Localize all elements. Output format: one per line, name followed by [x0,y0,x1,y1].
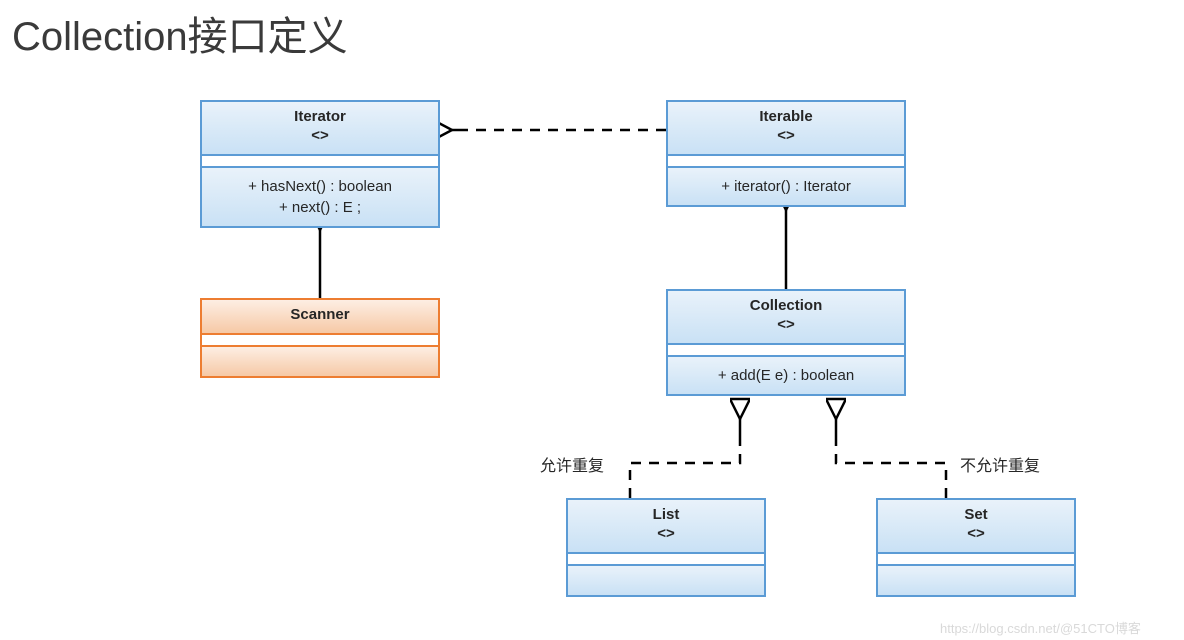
method: + hasNext() : boolean [206,176,434,197]
watermark-text: https://blog.csdn.net/@51CTO博客 [940,618,1141,637]
uml-set-header: Set <> [878,500,1074,552]
uml-list-separator [568,552,764,566]
uml-iterable-body: + iterator() : Iterator [668,168,904,205]
uml-iterator: Iterator <> + hasNext() : boolean+ next()… [200,100,440,228]
uml-collection-separator [668,343,904,357]
uml-set: Set <> [876,498,1076,597]
class-name: Set [964,506,987,523]
stereotype: <> [311,127,329,144]
class-name: Iterator [294,108,346,125]
page-title: Collection接口定义 [12,4,348,62]
class-name: List [653,506,680,523]
uml-iterator-body: + hasNext() : boolean+ next() : E ; [202,168,438,226]
stereotype: <> [777,316,795,333]
uml-scanner-body [202,347,438,376]
class-name: Scanner [290,306,349,323]
uml-list: List <> [566,498,766,597]
uml-collection-header: Collection <> [668,291,904,343]
class-name: Iterable [759,108,812,125]
uml-list-header: List <> [568,500,764,552]
uml-collection-body: + add(E e) : boolean [668,357,904,394]
uml-scanner: Scanner [200,298,440,378]
uml-list-body [568,566,764,595]
stereotype: <> [657,525,675,542]
edge-label-1: 不允许重复 [960,452,1040,476]
uml-scanner-separator [202,333,438,347]
edge-list-to-collection [630,439,740,498]
class-name: Collection [750,297,823,314]
uml-iterable: Iterable <> + iterator() : Iterator [666,100,906,207]
stereotype: <> [777,127,795,144]
uml-set-separator [878,552,1074,566]
uml-iterator-header: Iterator <> [202,102,438,154]
method: + iterator() : Iterator [672,176,900,197]
method: + next() : E ; [206,197,434,218]
uml-scanner-header: Scanner [202,300,438,333]
uml-set-body [878,566,1074,595]
edge-set-to-collection [836,439,946,498]
uml-collection: Collection <> + add(E e) : boolean [666,289,906,396]
method: + add(E e) : boolean [672,365,900,386]
edge-label-0: 允许重复 [540,452,604,476]
uml-iterable-separator [668,154,904,168]
uml-iterable-header: Iterable <> [668,102,904,154]
stereotype: <> [967,525,985,542]
uml-iterator-separator [202,154,438,168]
